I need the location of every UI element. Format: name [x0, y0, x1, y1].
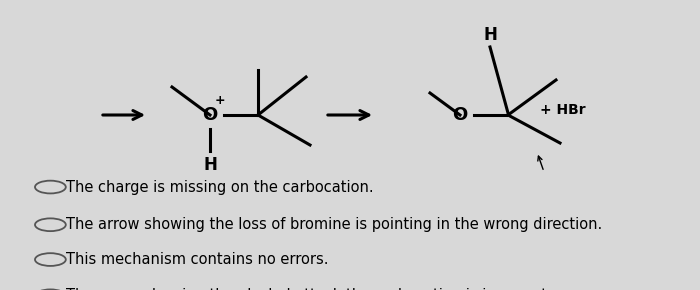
Text: The arrow showing the alcohol attack the carbocation is incorrect.: The arrow showing the alcohol attack the…: [66, 288, 552, 290]
Text: O: O: [452, 106, 468, 124]
Text: +: +: [215, 95, 225, 108]
Text: O: O: [202, 106, 218, 124]
Text: The arrow showing the loss of bromine is pointing in the wrong direction.: The arrow showing the loss of bromine is…: [66, 217, 603, 232]
Text: This mechanism contains no errors.: This mechanism contains no errors.: [66, 252, 329, 267]
Text: The charge is missing on the carbocation.: The charge is missing on the carbocation…: [66, 180, 374, 195]
Text: H: H: [203, 156, 217, 174]
Text: + HBr: + HBr: [540, 103, 586, 117]
Text: H: H: [483, 26, 497, 44]
